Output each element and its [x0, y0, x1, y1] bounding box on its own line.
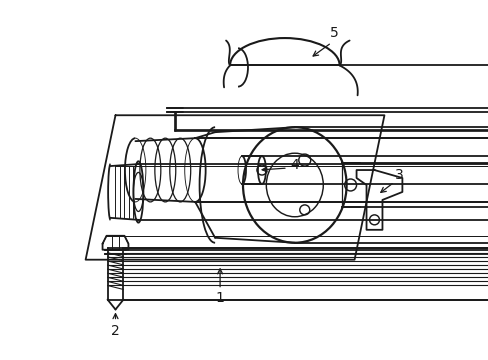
Text: 1: 1: [215, 291, 224, 305]
Text: 5: 5: [329, 26, 338, 40]
Text: 2: 2: [111, 324, 120, 338]
Text: 4: 4: [290, 158, 299, 172]
Text: 3: 3: [394, 168, 403, 182]
